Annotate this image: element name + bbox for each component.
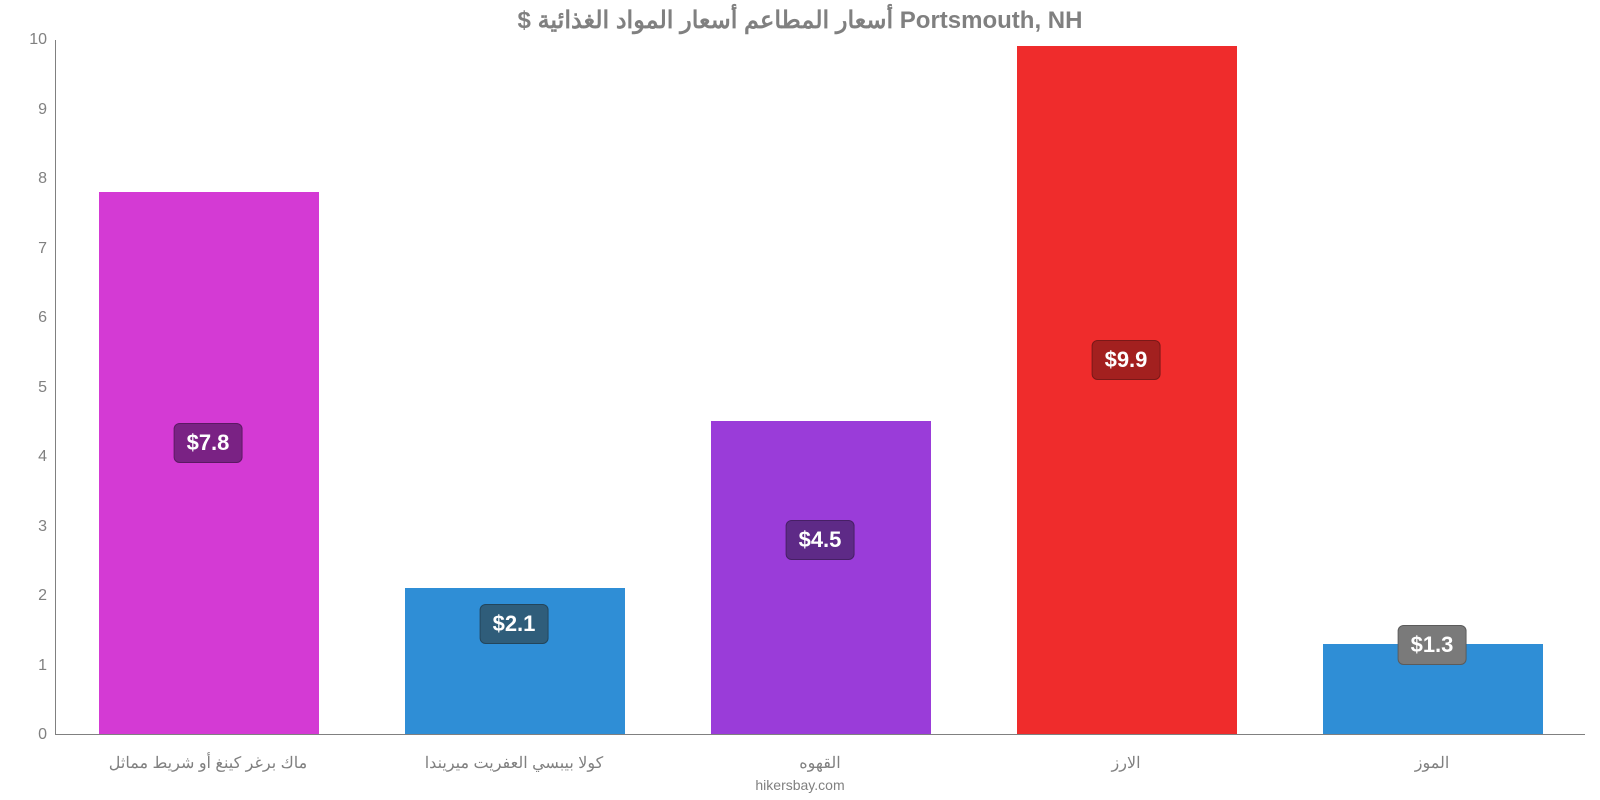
y-axis-tick-label: 0	[15, 726, 47, 744]
y-axis-tick-label: 2	[15, 587, 47, 605]
bar-value-badge: $2.1	[480, 604, 549, 644]
chart-title: $ أسعار المطاعم أسعار المواد الغذائية Po…	[0, 6, 1600, 35]
price-bar-chart: $ أسعار المطاعم أسعار المواد الغذائية Po…	[0, 0, 1600, 800]
x-axis-category-label: القهوه	[799, 753, 840, 773]
y-axis-tick-label: 10	[15, 31, 47, 49]
bar-value-badge: $4.5	[786, 520, 855, 560]
y-axis-tick-label: 3	[15, 518, 47, 536]
attribution-text: hikersbay.com	[0, 777, 1600, 793]
plot-area	[55, 40, 1585, 735]
bar-value-badge: $1.3	[1398, 625, 1467, 665]
x-axis-category-label: الارز	[1111, 753, 1140, 773]
y-axis-tick-label: 4	[15, 448, 47, 466]
x-axis-category-label: الموز	[1415, 753, 1450, 773]
x-axis-category-label: ماك برغر كينغ أو شريط مماثل	[109, 753, 307, 773]
bar-value-badge: $9.9	[1092, 340, 1161, 380]
y-axis-tick-label: 6	[15, 309, 47, 327]
price-bar	[711, 421, 931, 734]
y-axis-tick-label: 5	[15, 379, 47, 397]
y-axis-tick-label: 1	[15, 657, 47, 675]
y-axis-tick-label: 8	[15, 170, 47, 188]
bar-value-badge: $7.8	[174, 423, 243, 463]
y-axis-tick-label: 7	[15, 240, 47, 258]
y-axis-tick-label: 9	[15, 101, 47, 119]
price-bar	[1017, 46, 1237, 734]
x-axis-category-label: كولا بيبسي العفريت ميريندا	[425, 753, 604, 773]
